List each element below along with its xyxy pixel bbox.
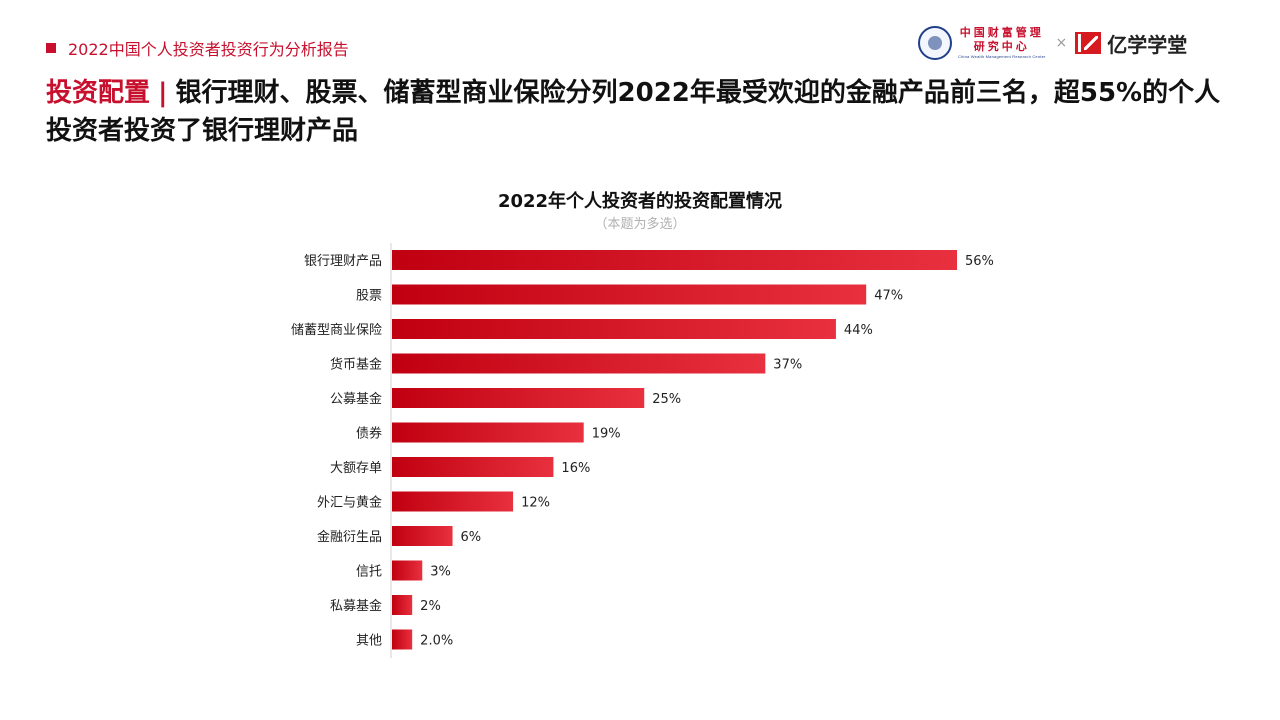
category-label: 货币基金 [330, 357, 382, 373]
yixuexuetang-logo-icon [1075, 32, 1102, 54]
headline-section: 投资配置 [46, 78, 151, 108]
bar [392, 422, 584, 443]
bar-value-label: 16% [561, 461, 590, 476]
category-label: 公募基金 [330, 391, 382, 407]
bar [392, 353, 766, 374]
category-label: 金融衍生品 [317, 529, 382, 545]
chart-title: 2022年个人投资者的投资配置情况 [497, 191, 783, 212]
research-center-name-line1: 中国财富管理 [959, 26, 1044, 39]
bar [392, 319, 836, 339]
logo-group: 中国财富管理 研究中心 China Wealth Management Rese… [918, 24, 1187, 62]
bar-value-label: 2.0% [420, 634, 453, 649]
bar-value-label: 47% [874, 289, 903, 304]
category-label: 其他 [356, 634, 382, 649]
collaboration-x: × [1055, 35, 1068, 51]
bar-value-label: 25% [652, 392, 681, 407]
category-label: 外汇与黄金 [317, 495, 382, 511]
category-label: 信托 [356, 565, 382, 580]
page-headline: 投资配置 | 银行理财、股票、储蓄型商业保险分列2022年最受欢迎的金融产品前三名，… [46, 74, 1246, 150]
bar [392, 629, 413, 650]
bar-value-label: 56% [965, 254, 994, 269]
yixuexuetang-name: 亿学学堂 [1107, 32, 1188, 57]
bar [392, 526, 453, 546]
category-label: 大额存单 [330, 461, 382, 476]
category-label: 银行理财产品 [304, 254, 382, 269]
bar [392, 560, 423, 581]
headline-text: 银行理财、股票、储蓄型商业保险分列2022年最受欢迎的金融产品前三名，超55%的… [46, 78, 1221, 146]
bar-value-label: 19% [592, 427, 621, 442]
bar-value-label: 2% [420, 599, 441, 614]
category-label: 债券 [356, 426, 382, 442]
headline-separator: | [158, 78, 168, 108]
bar-value-label: 37% [773, 358, 802, 373]
category-label: 股票 [356, 289, 382, 304]
research-center-seal-icon [918, 26, 952, 60]
category-label: 储蓄型商业保险 [291, 323, 382, 338]
bar [392, 595, 413, 615]
bar [392, 491, 514, 512]
bar-value-label: 3% [430, 565, 451, 580]
header-square-icon [46, 43, 56, 53]
research-center-name-line2: 研究中心 [973, 40, 1030, 53]
chart-subtitle: （本题为多选） [594, 217, 686, 232]
bar [392, 284, 867, 305]
bar-value-label: 44% [844, 323, 873, 338]
research-center-english-name: China Wealth Management Research Center [958, 54, 1046, 59]
bar [392, 388, 645, 408]
report-title: 2022中国个人投资者投资行为分析报告 [68, 40, 349, 59]
report-header: 2022中国个人投资者投资行为分析报告 [46, 36, 349, 60]
category-label: 私募基金 [330, 598, 382, 614]
bar [392, 250, 957, 270]
bar [392, 457, 554, 477]
bar-value-label: 6% [461, 530, 482, 545]
bar-value-label: 12% [521, 496, 550, 511]
research-center-logo: 中国财富管理 研究中心 China Wealth Management Rese… [958, 27, 1046, 59]
